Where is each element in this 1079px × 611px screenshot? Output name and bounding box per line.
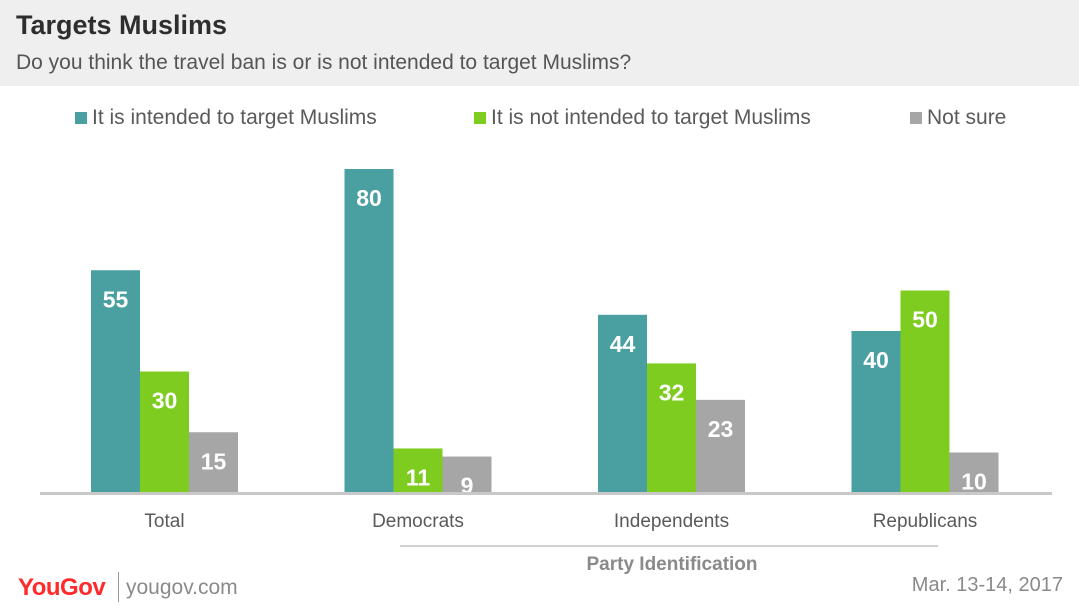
legend-item-not-sure: Not sure	[910, 106, 1006, 130]
data-label: 30	[152, 388, 178, 414]
chart-title: Targets Muslims	[16, 10, 228, 40]
bar-independents-it-is-not-intended-to-target-muslims	[647, 363, 696, 493]
legend-item-not-intended: It is not intended to target Muslims	[474, 106, 811, 130]
chart-subtitle: Do you think the travel ban is or is not…	[16, 51, 632, 74]
legend-label-not-intended: It is not intended to target Muslims	[491, 106, 811, 129]
group-label: Party Identification	[586, 554, 757, 575]
header-band: Targets Muslims Do you think the travel …	[0, 0, 1079, 86]
bar-independents-it-is-intended-to-target-muslims	[598, 314, 647, 493]
bar-total-it-is-intended-to-target-muslims	[91, 270, 140, 493]
bar-democrats-it-is-intended-to-target-muslims	[344, 169, 394, 493]
data-label: 44	[610, 331, 636, 357]
footer-separator	[118, 572, 119, 602]
bar-republicans-not-sure	[949, 452, 999, 493]
x-tick-label: Republicans	[873, 511, 978, 532]
x-tick-label: Total	[144, 511, 184, 532]
bar-total-not-sure	[189, 432, 238, 493]
bar-republicans-it-is-not-intended-to-target-muslims	[900, 290, 950, 493]
bar-total-it-is-not-intended-to-target-muslims	[140, 371, 189, 493]
data-label: 11	[406, 464, 431, 490]
data-label: 55	[103, 286, 129, 312]
yougov-logo: YouGov	[18, 574, 106, 601]
x-tick-label: Independents	[614, 511, 729, 532]
data-label: 32	[659, 379, 685, 405]
data-label: 15	[201, 448, 227, 474]
legend-swatch-not-sure	[910, 112, 922, 124]
data-label: 23	[708, 416, 734, 442]
bar-democrats-it-is-not-intended-to-target-muslims	[393, 448, 443, 493]
x-tick-label: Democrats	[372, 511, 464, 532]
footer-url: yougov.com	[126, 576, 238, 599]
legend-swatch-not-intended	[474, 112, 486, 124]
data-label: 40	[863, 347, 889, 373]
data-label: 50	[912, 307, 938, 333]
bar-republicans-it-is-intended-to-target-muslims	[851, 331, 901, 493]
legend-item-intended: It is intended to target Muslims	[75, 106, 377, 130]
data-label: 10	[961, 469, 987, 495]
bar-independents-not-sure	[696, 399, 745, 493]
bar-democrats-not-sure	[442, 456, 492, 493]
legend-swatch-intended	[75, 112, 87, 124]
survey-date: Mar. 13-14, 2017	[911, 574, 1063, 596]
legend-label-intended: It is intended to target Muslims	[92, 106, 377, 129]
data-label: 80	[356, 185, 382, 211]
legend-label-not-sure: Not sure	[927, 106, 1007, 129]
